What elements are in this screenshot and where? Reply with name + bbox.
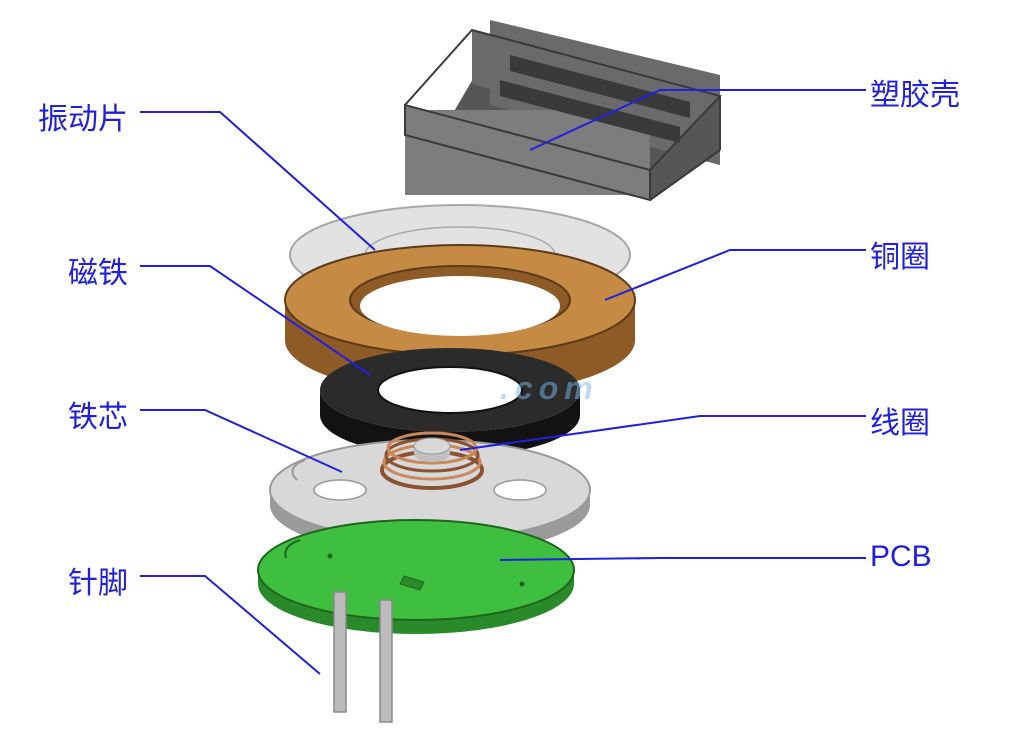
part-pcb xyxy=(258,520,574,634)
part-shell xyxy=(405,20,720,200)
label-coil: 线圈 xyxy=(870,398,930,442)
label-core: 铁芯 xyxy=(68,392,128,436)
diagram-stage: .com 塑胶壳 振动片 铜圈 磁铁 铁芯 线圈 PCB 针脚 xyxy=(0,0,1018,750)
label-pcb: PCB xyxy=(870,540,932,574)
watermark-text: .com xyxy=(500,370,599,407)
label-pins: 针脚 xyxy=(68,558,128,602)
label-shell: 塑胶壳 xyxy=(870,70,960,114)
label-magnet: 磁铁 xyxy=(68,248,128,292)
label-copper: 铜圈 xyxy=(870,232,930,276)
label-diaphragm: 振动片 xyxy=(38,94,128,138)
